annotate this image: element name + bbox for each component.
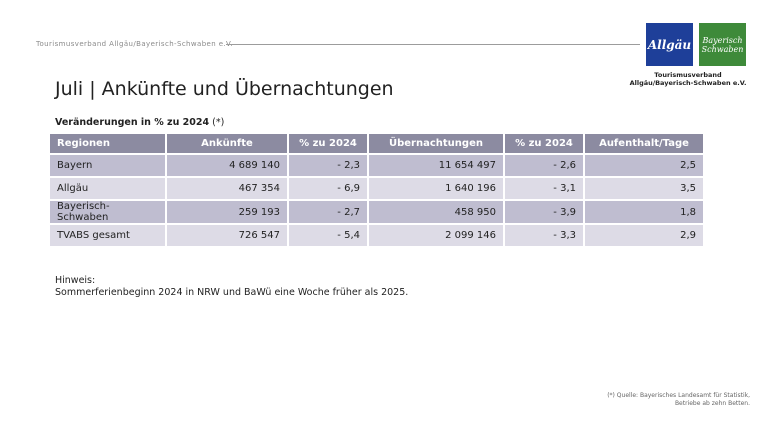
cell-pct-ankuenfte: - 5,4 xyxy=(289,225,369,248)
cell-pct-ankuenfte: - 2,7 xyxy=(289,201,369,225)
cell-ankuenfte: 467 354 xyxy=(167,178,289,201)
cell-uebernachtungen: 1 640 196 xyxy=(369,178,505,201)
cell-pct-uebernachtungen: - 2,6 xyxy=(505,155,585,178)
header-divider xyxy=(226,44,640,45)
statistics-table: Regionen Ankünfte % zu 2024 Übernachtung… xyxy=(50,134,703,248)
subtitle-suffix: (*) xyxy=(209,117,225,128)
page-title: Juli | Ankünfte und Übernachtungen xyxy=(55,78,394,100)
header-regionen: Regionen xyxy=(50,134,167,155)
logo-caption: Tourismusverband Allgäu/Bayerisch-Schwab… xyxy=(628,71,748,87)
header-pct-uebernachtungen: % zu 2024 xyxy=(505,134,585,155)
source-footnote: (*) Quelle: Bayerisches Landesamt für St… xyxy=(607,392,750,408)
table-row: Bayern 4 689 140 - 2,3 11 654 497 - 2,6 … xyxy=(50,155,703,178)
cell-ankuenfte: 726 547 xyxy=(167,225,289,248)
logo-caption-line2: Allgäu/Bayerisch-Schwaben e.V. xyxy=(629,79,747,87)
table-header-row: Regionen Ankünfte % zu 2024 Übernachtung… xyxy=(50,134,703,155)
bs-logo-line2: Schwaben xyxy=(701,44,744,54)
cell-region: Bayern xyxy=(50,155,167,178)
cell-aufenthalt: 3,5 xyxy=(585,178,703,201)
cell-region: Allgäu xyxy=(50,178,167,201)
subtitle-bold: Veränderungen in % zu 2024 xyxy=(55,117,210,128)
cell-region: TVABS gesamt xyxy=(50,225,167,248)
table-subtitle: Veränderungen in % zu 2024 (*) xyxy=(55,117,224,128)
header-uebernachtungen: Übernachtungen xyxy=(369,134,505,155)
table-row: Bayerisch-Schwaben 259 193 - 2,7 458 950… xyxy=(50,201,703,225)
bayerisch-schwaben-logo: Bayerisch Schwaben xyxy=(699,23,746,66)
cell-ankuenfte: 259 193 xyxy=(167,201,289,225)
hint-note: Hinweis: Sommerferienbeginn 2024 in NRW … xyxy=(55,275,408,299)
bs-logo-line1: Bayerisch xyxy=(702,35,743,45)
cell-uebernachtungen: 11 654 497 xyxy=(369,155,505,178)
footnote-line2: Betriebe ab zehn Betten. xyxy=(674,400,750,407)
hint-label: Hinweis: xyxy=(55,275,96,286)
allgaeu-logo: Allgäu xyxy=(646,23,693,66)
header-ankuenfte: Ankünfte xyxy=(167,134,289,155)
cell-region: Bayerisch-Schwaben xyxy=(50,201,167,225)
cell-aufenthalt: 2,5 xyxy=(585,155,703,178)
logo-caption-line1: Tourismusverband xyxy=(654,71,722,79)
table-row: Allgäu 467 354 - 6,9 1 640 196 - 3,1 3,5 xyxy=(50,178,703,201)
cell-uebernachtungen: 2 099 146 xyxy=(369,225,505,248)
header-pct-ankuenfte: % zu 2024 xyxy=(289,134,369,155)
cell-pct-uebernachtungen: - 3,1 xyxy=(505,178,585,201)
cell-ankuenfte: 4 689 140 xyxy=(167,155,289,178)
cell-pct-ankuenfte: - 6,9 xyxy=(289,178,369,201)
cell-pct-uebernachtungen: - 3,9 xyxy=(505,201,585,225)
cell-aufenthalt: 2,9 xyxy=(585,225,703,248)
header-aufenthalt: Aufenthalt/Tage xyxy=(585,134,703,155)
allgaeu-logo-text: Allgäu xyxy=(647,37,692,52)
cell-pct-uebernachtungen: - 3,3 xyxy=(505,225,585,248)
cell-uebernachtungen: 458 950 xyxy=(369,201,505,225)
footnote-line1: (*) Quelle: Bayerisches Landesamt für St… xyxy=(607,392,750,399)
cell-pct-ankuenfte: - 2,3 xyxy=(289,155,369,178)
table-row: TVABS gesamt 726 547 - 5,4 2 099 146 - 3… xyxy=(50,225,703,248)
header-organization-text: Tourismusverband Allgäu/Bayerisch-Schwab… xyxy=(36,40,233,48)
hint-text: Sommerferienbeginn 2024 in NRW und BaWü … xyxy=(55,287,409,298)
cell-aufenthalt: 1,8 xyxy=(585,201,703,225)
